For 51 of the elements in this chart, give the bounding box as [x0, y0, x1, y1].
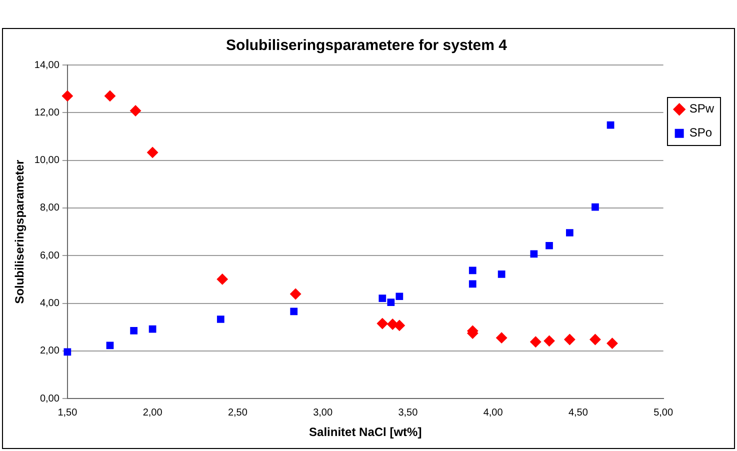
point — [106, 342, 114, 350]
point — [546, 242, 553, 250]
y-tick-label: 0,00 — [40, 393, 60, 404]
point — [104, 90, 116, 102]
point — [590, 334, 601, 346]
point — [290, 308, 298, 316]
point — [468, 266, 476, 274]
y-tick-label: 4,00 — [40, 298, 60, 310]
point — [130, 105, 142, 116]
x-tick-label: 2,50 — [228, 407, 248, 418]
y-tick-label: 6,00 — [40, 250, 60, 262]
point — [396, 292, 404, 300]
x-tick-label: 4,00 — [483, 407, 504, 418]
point — [290, 288, 302, 300]
point — [62, 90, 73, 102]
chart-title: Solubiliseringsparametere for system 4 — [226, 37, 508, 54]
point — [216, 274, 228, 285]
legend-label: SPo — [689, 126, 712, 140]
point — [592, 203, 599, 211]
point — [216, 316, 224, 323]
x-tick-label: 3,50 — [398, 407, 418, 418]
point — [606, 338, 618, 349]
x-tick-label: 1,50 — [58, 407, 78, 418]
point — [468, 280, 476, 288]
legend-label: SPw — [689, 102, 714, 116]
point — [376, 318, 388, 330]
y-tick-label: 10,00 — [34, 155, 60, 166]
x-tick-label: 3,00 — [313, 407, 333, 418]
point — [387, 298, 395, 306]
point — [530, 336, 542, 348]
point — [496, 332, 508, 344]
y-tick-label: 12,00 — [34, 107, 60, 118]
point — [147, 146, 158, 158]
point — [148, 325, 156, 333]
point — [566, 229, 574, 236]
point — [530, 250, 538, 258]
point — [544, 335, 555, 346]
point — [564, 334, 576, 346]
x-tick-label: 4,50 — [568, 407, 588, 418]
point — [378, 294, 386, 302]
y-tick-label: 8,00 — [40, 202, 60, 214]
y-tick-label: 2,00 — [40, 346, 60, 357]
point — [498, 270, 506, 278]
point — [130, 327, 138, 334]
point — [394, 320, 405, 331]
x-axis-title: Salinitet NaCl [wt%] — [309, 425, 422, 440]
x-tick-label: 2,00 — [142, 407, 163, 418]
y-axis-title: Solubiliseringsparameter — [12, 159, 27, 304]
y-tick-label: 14,00 — [34, 60, 60, 71]
x-tick-label: 5,00 — [654, 407, 674, 418]
point — [606, 121, 614, 129]
